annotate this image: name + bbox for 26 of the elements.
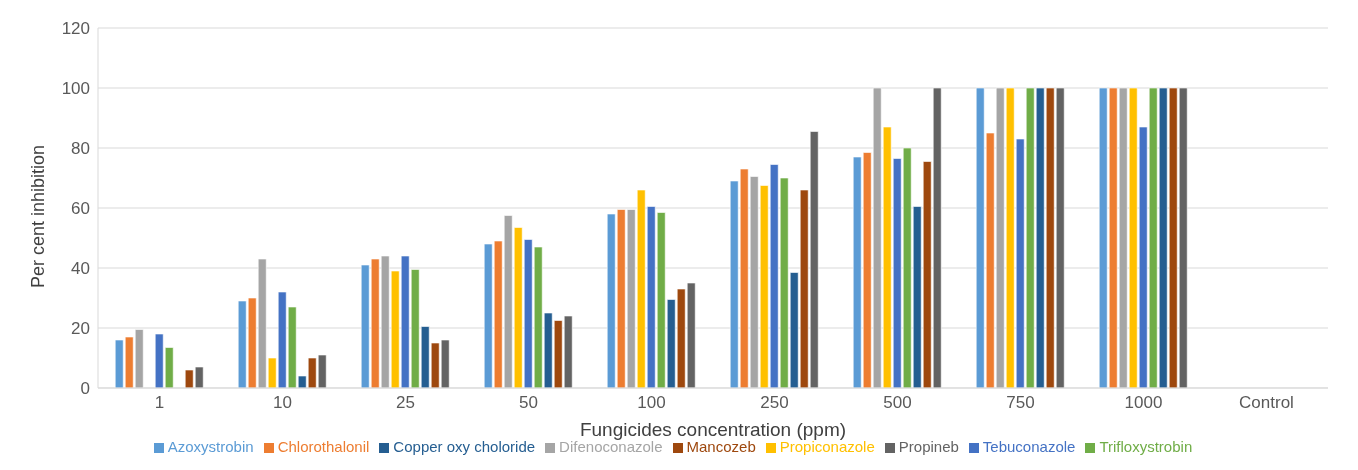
x-tick-label: 25 bbox=[396, 393, 415, 413]
x-axis-title: Fungicides concentration (ppm) bbox=[579, 419, 847, 440]
legend-label: Trifloxystrobin bbox=[1099, 438, 1193, 455]
x-tick-label: 50 bbox=[519, 393, 538, 413]
legend-label: Tebuconazole bbox=[982, 438, 1076, 455]
y-tick-label: 60 bbox=[71, 199, 90, 219]
x-tick-label: 1 bbox=[154, 393, 165, 413]
y-tick-label: 100 bbox=[61, 79, 90, 99]
legend-label: Chlorothalonil bbox=[277, 438, 370, 455]
legend-label: Copper oxy choloride bbox=[393, 438, 536, 455]
legend-label: Propineb bbox=[898, 438, 959, 455]
y-axis-title: Per cent inhibition bbox=[28, 144, 49, 288]
y-tick-label: 80 bbox=[71, 139, 90, 159]
y-tick-label: 120 bbox=[61, 19, 90, 39]
x-tick-label: 1000 bbox=[1124, 393, 1163, 413]
y-tick-label: 40 bbox=[71, 259, 90, 279]
x-tick-label: 750 bbox=[1006, 393, 1035, 413]
x-tick-label: 500 bbox=[883, 393, 912, 413]
legend-label: Mancozeb bbox=[686, 438, 756, 455]
x-tick-label: Control bbox=[1239, 393, 1294, 413]
x-tick-label: 10 bbox=[273, 393, 292, 413]
legend-label: Azoxystrobin bbox=[167, 438, 254, 455]
y-tick-label: 20 bbox=[71, 319, 90, 339]
x-tick-label: 250 bbox=[760, 393, 789, 413]
y-tick-label: 0 bbox=[80, 379, 90, 399]
x-tick-label: 100 bbox=[637, 393, 666, 413]
